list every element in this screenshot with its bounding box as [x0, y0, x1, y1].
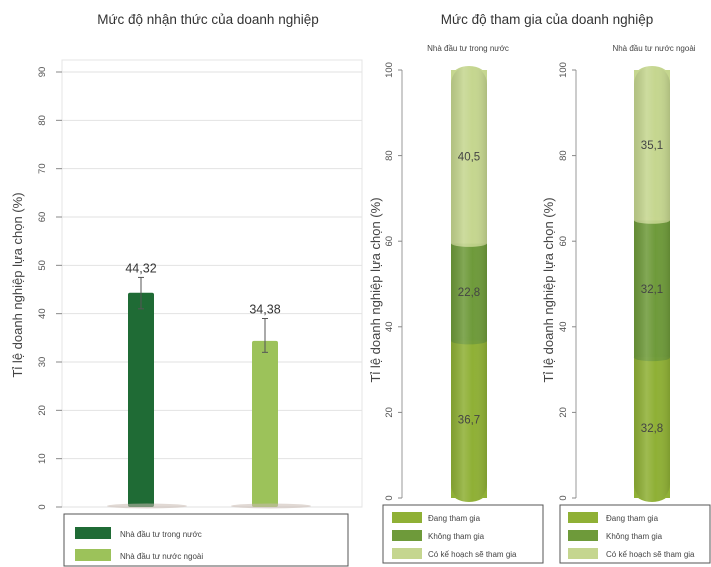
tube-shading: [634, 66, 670, 502]
panel-domestic: Nhà đầu tư trong nước Tỉ lệ doanh nghiệp…: [368, 44, 509, 502]
legend-label-not-engaged: Không tham gia: [428, 532, 485, 541]
right-legend-foreign: Đang tham gia Không tham gia Có kế hoạch…: [559, 504, 711, 564]
tube-shading: [451, 66, 487, 502]
tube-value-label: 40,5: [458, 152, 480, 164]
right-legend-domestic: Đang tham gia Không tham gia Có kế hoạch…: [382, 504, 544, 564]
right-tick-label: 0: [384, 495, 395, 500]
left-y-ticks: 0 10 20 30 40 50 60 70 80 90: [37, 67, 62, 510]
right-chart-title: Mức độ tham gia của doanh nghiệp: [441, 12, 653, 27]
right-tick-label: 40: [558, 322, 569, 333]
legend-swatch-not-engaged-2: [568, 530, 598, 541]
right-tick-label: 80: [558, 150, 569, 161]
left-tick-label: 50: [37, 260, 48, 271]
left-legend-box: [63, 513, 349, 567]
left-chart: Mức độ nhận thức của doanh nghiệp 0 10 20 3…: [10, 12, 363, 567]
left-y-axis-label: Tỉ lệ doanh nghiệp lựa chọn (%): [10, 192, 25, 377]
left-tick-label: 20: [37, 405, 48, 416]
left-tick-label: 60: [37, 212, 48, 223]
legend-swatch-foreign: [75, 549, 111, 561]
legend-swatch-domestic: [75, 527, 111, 539]
right-tick-label: 0: [558, 495, 569, 500]
right-tick-label: 100: [384, 62, 395, 78]
right-tick-label: 20: [384, 407, 395, 418]
legend-swatch-engaged: [392, 512, 422, 523]
legend-swatch-not-engaged: [392, 530, 422, 541]
panel-domestic-ticks: 0 20 40 60 80 100: [384, 62, 402, 501]
left-bar-shadow: [107, 503, 187, 509]
legend-label-foreign: Nhà đầu tư nước ngoài: [120, 552, 203, 561]
legend-label-engaged: Đang tham gia: [428, 514, 481, 523]
panel-domestic-y-axis-label: Tỉ lệ doanh nghiệp lựa chọn (%): [368, 197, 383, 382]
right-tick-label: 100: [558, 62, 569, 78]
tube-value-label: 32,1: [641, 284, 663, 296]
left-bar-value-label: 34,38: [249, 303, 280, 317]
left-tick-label: 30: [37, 357, 48, 368]
right-tick-label: 40: [384, 322, 395, 333]
right-chart: Mức độ tham gia của doanh nghiệp Nhà đầu…: [368, 12, 711, 564]
left-tick-label: 40: [37, 308, 48, 319]
left-plot-area: [61, 59, 363, 508]
left-chart-title: Mức độ nhận thức của doanh nghiệp: [97, 12, 318, 27]
left-bar-shadow: [231, 503, 311, 509]
right-tick-label: 20: [558, 407, 569, 418]
left-bar-value-label: 44,32: [125, 261, 156, 275]
tube-value-label: 32,8: [641, 423, 663, 435]
left-legend: Nhà đầu tư trong nước Nhà đầu tư nước ng…: [63, 513, 349, 567]
legend-label-engaged-2: Đang tham gia: [606, 514, 659, 523]
panel-foreign-tube: 32,8 32,1 35,1: [634, 66, 670, 502]
left-tick-label: 70: [37, 163, 48, 174]
panel-foreign-title: Nhà đầu tư nước ngoài: [612, 44, 695, 53]
panel-foreign-ticks: 0 20 40 60 80 100: [558, 62, 576, 501]
left-bar: [252, 340, 278, 507]
legend-label-not-engaged-2: Không tham gia: [606, 532, 663, 541]
panel-foreign: Nhà đầu tư nước ngoài Tỉ lệ doanh nghiệp…: [541, 44, 696, 502]
left-gridlines: [62, 71, 362, 508]
tube-value-label: 35,1: [641, 140, 663, 152]
tube-value-label: 22,8: [458, 287, 480, 299]
legend-swatch-planned-2: [568, 548, 598, 559]
legend-swatch-engaged-2: [568, 512, 598, 523]
panel-domestic-tube: 36,7 22,8 40,5: [451, 66, 487, 502]
right-tick-label: 80: [384, 150, 395, 161]
tube-value-label: 36,7: [458, 414, 480, 426]
legend-swatch-planned: [392, 548, 422, 559]
legend-label-domestic: Nhà đầu tư trong nước: [120, 530, 202, 539]
panel-foreign-y-axis-label: Tỉ lệ doanh nghiệp lựa chọn (%): [541, 197, 556, 382]
left-bar: [128, 292, 154, 507]
right-tick-label: 60: [558, 236, 569, 247]
left-tick-label: 0: [37, 504, 48, 509]
left-tick-label: 10: [37, 453, 48, 464]
left-tick-label: 90: [37, 67, 48, 78]
legend-label-planned-2: Có kế hoạch sẽ tham gia: [606, 550, 695, 559]
left-tick-label: 80: [37, 115, 48, 126]
right-tick-label: 60: [384, 236, 395, 247]
left-bars: 44,32 34,38: [107, 261, 311, 509]
panel-domestic-title: Nhà đầu tư trong nước: [427, 44, 509, 53]
legend-label-planned: Có kế hoạch sẽ tham gia: [428, 550, 517, 559]
